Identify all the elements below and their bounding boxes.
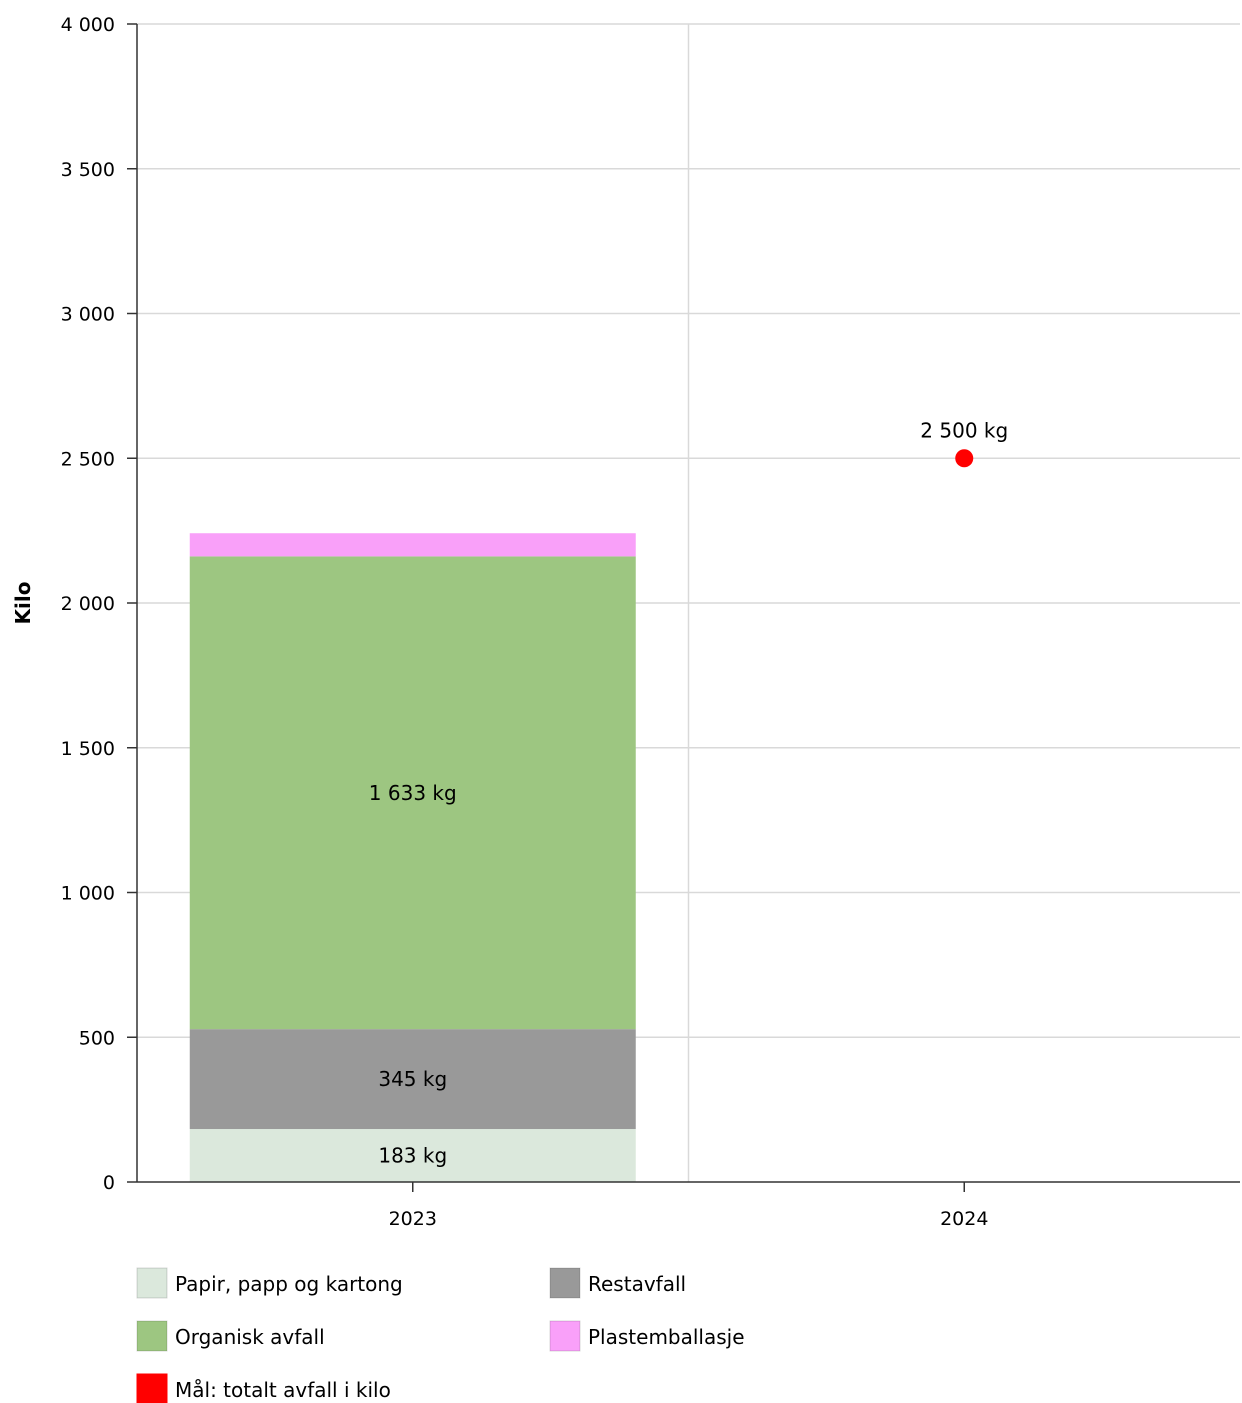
stacked-bars [189,533,636,1182]
y-axis-title: Kilo [11,582,35,625]
x-tick-label: 2023 [389,1208,437,1230]
x-tick-label: 2024 [940,1208,988,1230]
legend-label: Plastemballasje [588,1325,745,1349]
data-labels: 183 kg 345 kg 1 633 kg [369,781,457,1168]
axes: 0 500 1 000 1 500 2 000 2 500 3 000 3 500 4 000 2… [11,14,1240,1230]
legend-swatch [136,1373,168,1403]
legend-item: Papir, papp og kartong [136,1267,403,1299]
bar-value-label: 1 633 kg [369,781,457,805]
legend-item: Plastemballasje [549,1320,745,1352]
legend-item: Mål: totalt avfall i kilo [136,1373,391,1403]
y-tick-label: 4 000 [61,14,115,36]
y-tick-label: 3 000 [61,304,115,326]
bar-segment [189,1029,636,1130]
y-tick-label: 1 500 [61,738,115,760]
legend-swatch [136,1267,168,1299]
bar-value-label: 183 kg [378,1144,447,1168]
legend-item: Restavfall [549,1267,686,1299]
legend-swatch [136,1320,168,1352]
legend-label: Organisk avfall [175,1325,325,1349]
legend: Papir, papp og kartong Restavfall Organisk… [136,1267,745,1403]
legend-swatch [549,1320,581,1352]
bar-segment [189,533,636,557]
legend-swatch [549,1267,581,1299]
legend-label: Papir, papp og kartong [175,1272,403,1296]
y-tick-label: 2 500 [61,448,115,470]
target-point [955,449,974,468]
y-tick-label: 3 500 [61,159,115,181]
legend-label: Restavfall [588,1272,686,1296]
legend-label: Mål: totalt avfall i kilo [175,1378,391,1402]
bar-value-label: 345 kg [378,1067,447,1091]
bar-segment [189,556,636,1030]
target-series: 2 500 kg [920,418,1008,468]
y-tick-label: 1 000 [61,883,115,905]
bar-segment [189,1129,636,1182]
y-tick-label: 500 [79,1027,115,1049]
target-value-label: 2 500 kg [920,418,1008,442]
y-tick-label: 0 [103,1172,115,1194]
legend-item: Organisk avfall [136,1320,325,1352]
y-tick-label: 2 000 [61,593,115,615]
